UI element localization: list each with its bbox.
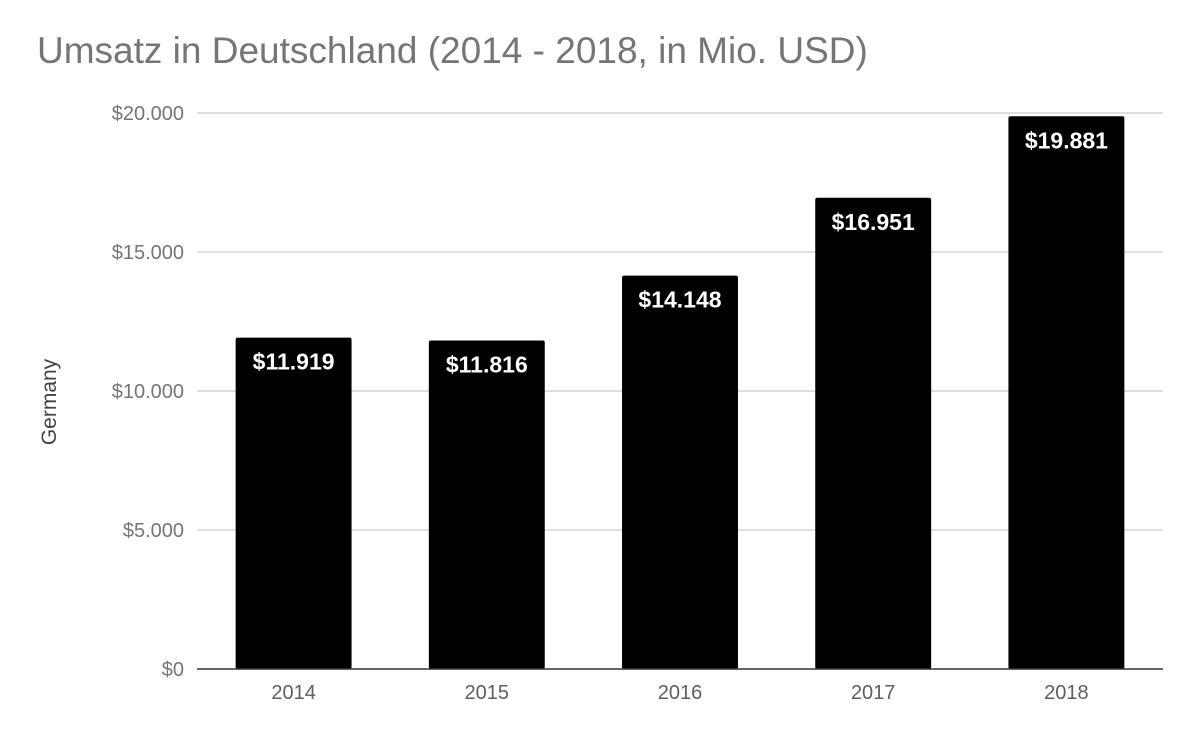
x-tick-label-2017: 2017 <box>851 682 896 704</box>
data-label-2015: $11.816 <box>446 352 528 378</box>
bar-2017 <box>815 197 932 669</box>
bar-2015 <box>428 340 545 669</box>
data-label-2018: $19.881 <box>1025 127 1108 153</box>
y-tick-label: $10.000 <box>112 381 184 403</box>
y-tick-label: $5.000 <box>123 520 184 542</box>
x-tick-label-2014: 2014 <box>271 682 316 704</box>
data-label-2017: $16.951 <box>832 209 915 235</box>
y-tick-label: $0 <box>162 659 184 681</box>
y-tick-label: $15.000 <box>112 242 184 264</box>
data-label-2014: $11.919 <box>253 349 335 375</box>
y-tick-label: $20.000 <box>112 103 184 125</box>
bar-2014 <box>235 337 352 669</box>
x-axis-ticks: 2014 2015 2016 2017 2018 <box>271 682 1088 704</box>
x-tick-label-2015: 2015 <box>465 682 510 704</box>
y-axis-label: Germany <box>38 358 61 445</box>
chart-title: Umsatz in Deutschland (2014 - 2018, in M… <box>37 30 868 71</box>
bar-2016 <box>622 275 738 669</box>
bars: $11.919 $11.816 $14.148 $16.951 $19.881 <box>235 116 1125 669</box>
x-tick-label-2018: 2018 <box>1044 682 1089 704</box>
bar-2018 <box>1008 116 1125 669</box>
y-axis-ticks: $0 $5.000 $10.000 $15.000 $20.000 <box>112 103 184 681</box>
data-label-2016: $14.148 <box>638 287 721 313</box>
x-tick-label-2016: 2016 <box>658 682 703 704</box>
